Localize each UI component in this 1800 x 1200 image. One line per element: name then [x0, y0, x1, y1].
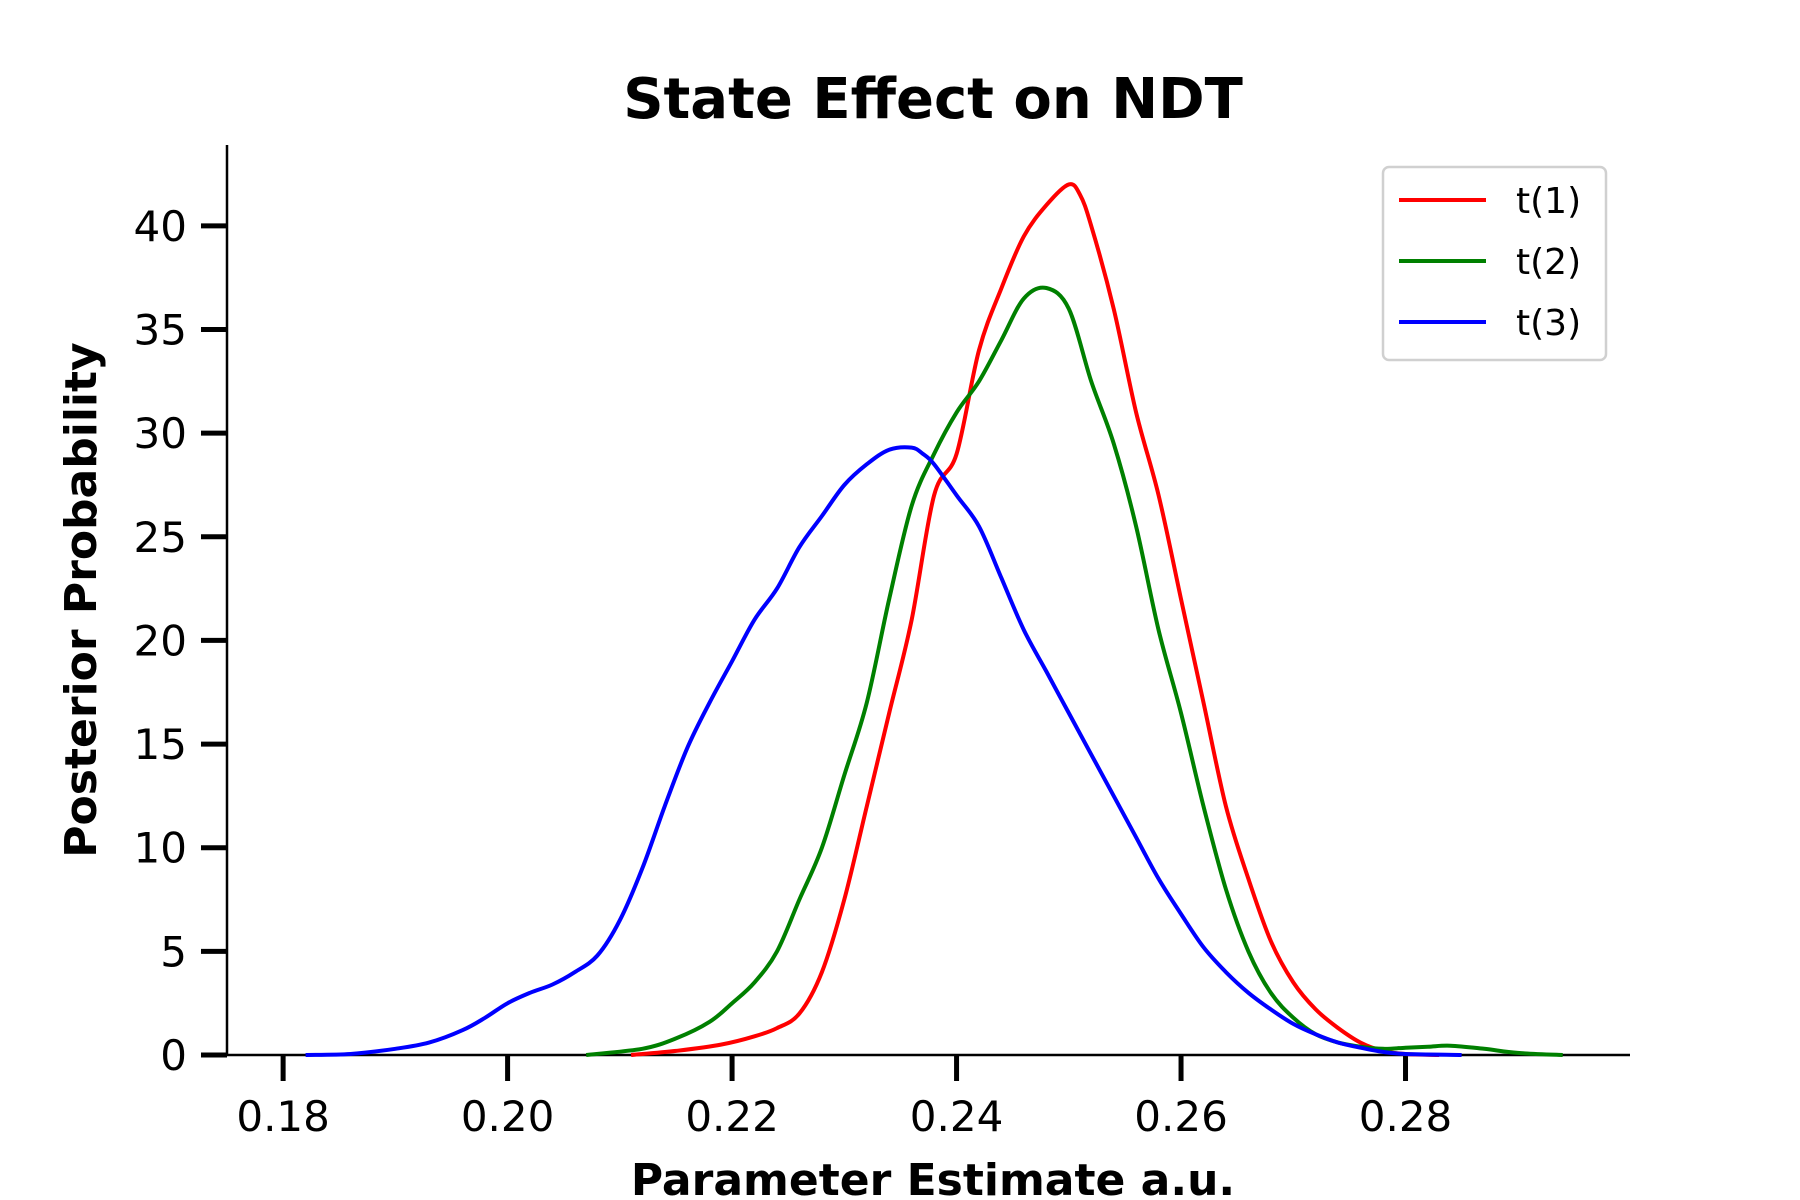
y-axis: 0 5 10 15 20 25 30 35 40 [134, 145, 229, 1080]
legend-box [1381, 165, 1608, 362]
legend-label-3: t(3) [1516, 303, 1581, 344]
legend-label-2: t(2) [1516, 242, 1581, 283]
x-tick-label: 0.22 [685, 1092, 779, 1141]
series-line-1 [630, 182, 1440, 1057]
y-tick-label: 15 [134, 720, 187, 769]
legend-label-1: t(1) [1516, 181, 1581, 222]
y-tick-label: 25 [134, 513, 187, 562]
x-axis: 0.18 0.20 0.22 0.24 0.26 0.28 [227, 1053, 1630, 1141]
x-axis-label: Parameter Estimate a.u. [631, 1155, 1235, 1200]
x-tick-label: 0.18 [236, 1092, 330, 1141]
y-axis-label: Posterior Probability [56, 342, 107, 857]
y-tick-label: 35 [134, 305, 187, 354]
y-tick-label: 30 [134, 409, 187, 458]
x-tick-label: 0.24 [910, 1092, 1004, 1141]
x-tick-label: 0.28 [1359, 1092, 1453, 1141]
legend: t(1) t(2) t(3) [1381, 165, 1608, 362]
series-line-3 [305, 445, 1462, 1057]
series-line-2 [585, 285, 1563, 1057]
y-tick-label: 5 [160, 927, 187, 976]
x-tick-label: 0.20 [461, 1092, 555, 1141]
y-tick-label: 10 [134, 824, 187, 873]
series-layer [305, 182, 1563, 1057]
y-tick-label: 0 [160, 1031, 187, 1080]
y-tick-label: 40 [134, 202, 187, 251]
x-tick-label: 0.26 [1134, 1092, 1228, 1141]
y-tick-label: 20 [134, 616, 187, 665]
chart-title: State Effect on NDT [623, 67, 1243, 132]
